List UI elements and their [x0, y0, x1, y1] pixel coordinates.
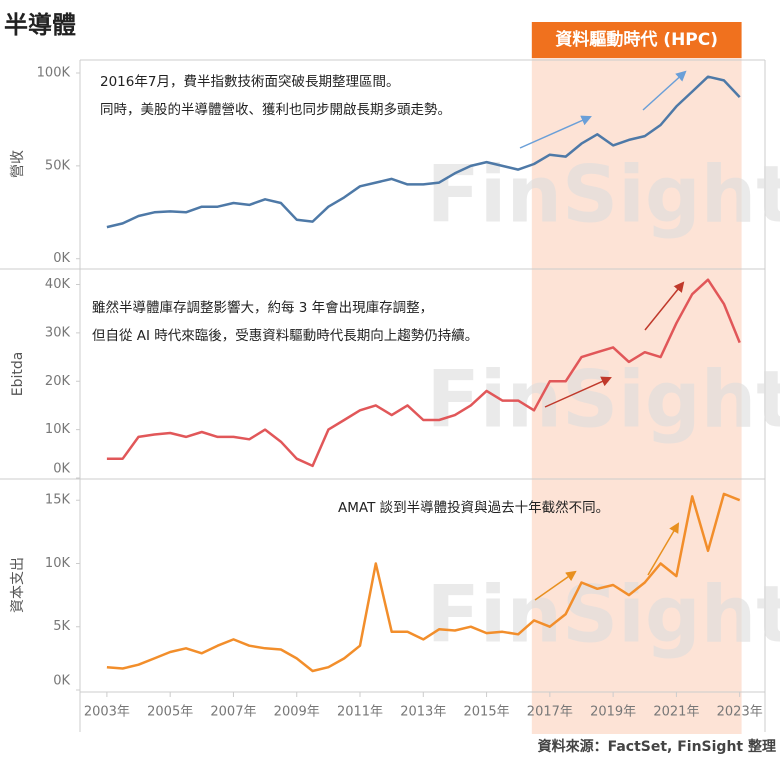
x-tick-label: 2023年: [717, 705, 763, 720]
y-tick-label: 0K: [53, 674, 70, 689]
annotation: 同時，美股的半導體營收、獲利也同步開啟長期多頭走勢。: [100, 101, 451, 118]
data-line: [106, 278, 741, 468]
x-tick-label: 2013年: [400, 705, 446, 720]
y-axis-title: Ebitda: [10, 352, 26, 397]
watermark: FinSight: [426, 150, 780, 240]
annotation-arrows: [519, 70, 687, 601]
highlight-label: 資料驅動時代 (HPC): [555, 29, 718, 50]
y-tick-label: 5K: [53, 619, 70, 634]
x-tick-label: 2007年: [210, 705, 256, 720]
y-tick-label: 20K: [45, 374, 71, 389]
highlight-band: [531, 58, 742, 734]
y-tick-label: 100K: [37, 66, 71, 81]
x-tick-label: 2017年: [527, 705, 573, 720]
annotation: 2016年7月，費半指數技術面突破長期整理區間。: [100, 74, 399, 90]
y-tick-label: 0K: [53, 462, 70, 477]
watermark: FinSight: [426, 355, 780, 445]
y-tick-label: 10K: [45, 556, 71, 571]
source-note: 資料來源：FactSet, FinSight 整理: [538, 738, 776, 755]
x-tick-label: 2003年: [84, 705, 130, 720]
annotation: AMAT 談到半導體投資與過去十年截然不同。: [338, 499, 609, 516]
y-tick-label: 15K: [45, 493, 71, 508]
annotation: 但自從 AI 時代來臨後，受惠資料驅動時代長期向上趨勢仍持續。: [92, 328, 478, 344]
data-line: [106, 75, 741, 229]
y-axis-title: 資本支出: [10, 557, 26, 613]
annotation: 雖然半導體庫存調整影響大，約每 3 年會出現庫存調整，: [92, 299, 433, 316]
x-tick-label: 2005年: [147, 705, 193, 720]
y-tick-label: 10K: [45, 422, 71, 437]
data-line: [106, 492, 741, 673]
y-tick-label: 0K: [53, 251, 70, 266]
x-tick-label: 2015年: [464, 705, 510, 720]
x-tick-label: 2011年: [337, 705, 383, 720]
panel-frames: [0, 59, 766, 732]
x-tick-label: 2021年: [653, 705, 699, 720]
x-tick-label: 2009年: [274, 705, 320, 720]
highlight-label-box: [531, 22, 742, 58]
watermark: FinSight: [426, 570, 780, 660]
page-title: 半導體: [4, 11, 76, 39]
y-tick-label: 50K: [45, 158, 71, 173]
y-axis-title: 營收: [10, 150, 26, 178]
y-tick-label: 40K: [45, 277, 71, 292]
y-tick-label: 30K: [45, 325, 71, 340]
x-tick-label: 2019年: [590, 705, 636, 720]
